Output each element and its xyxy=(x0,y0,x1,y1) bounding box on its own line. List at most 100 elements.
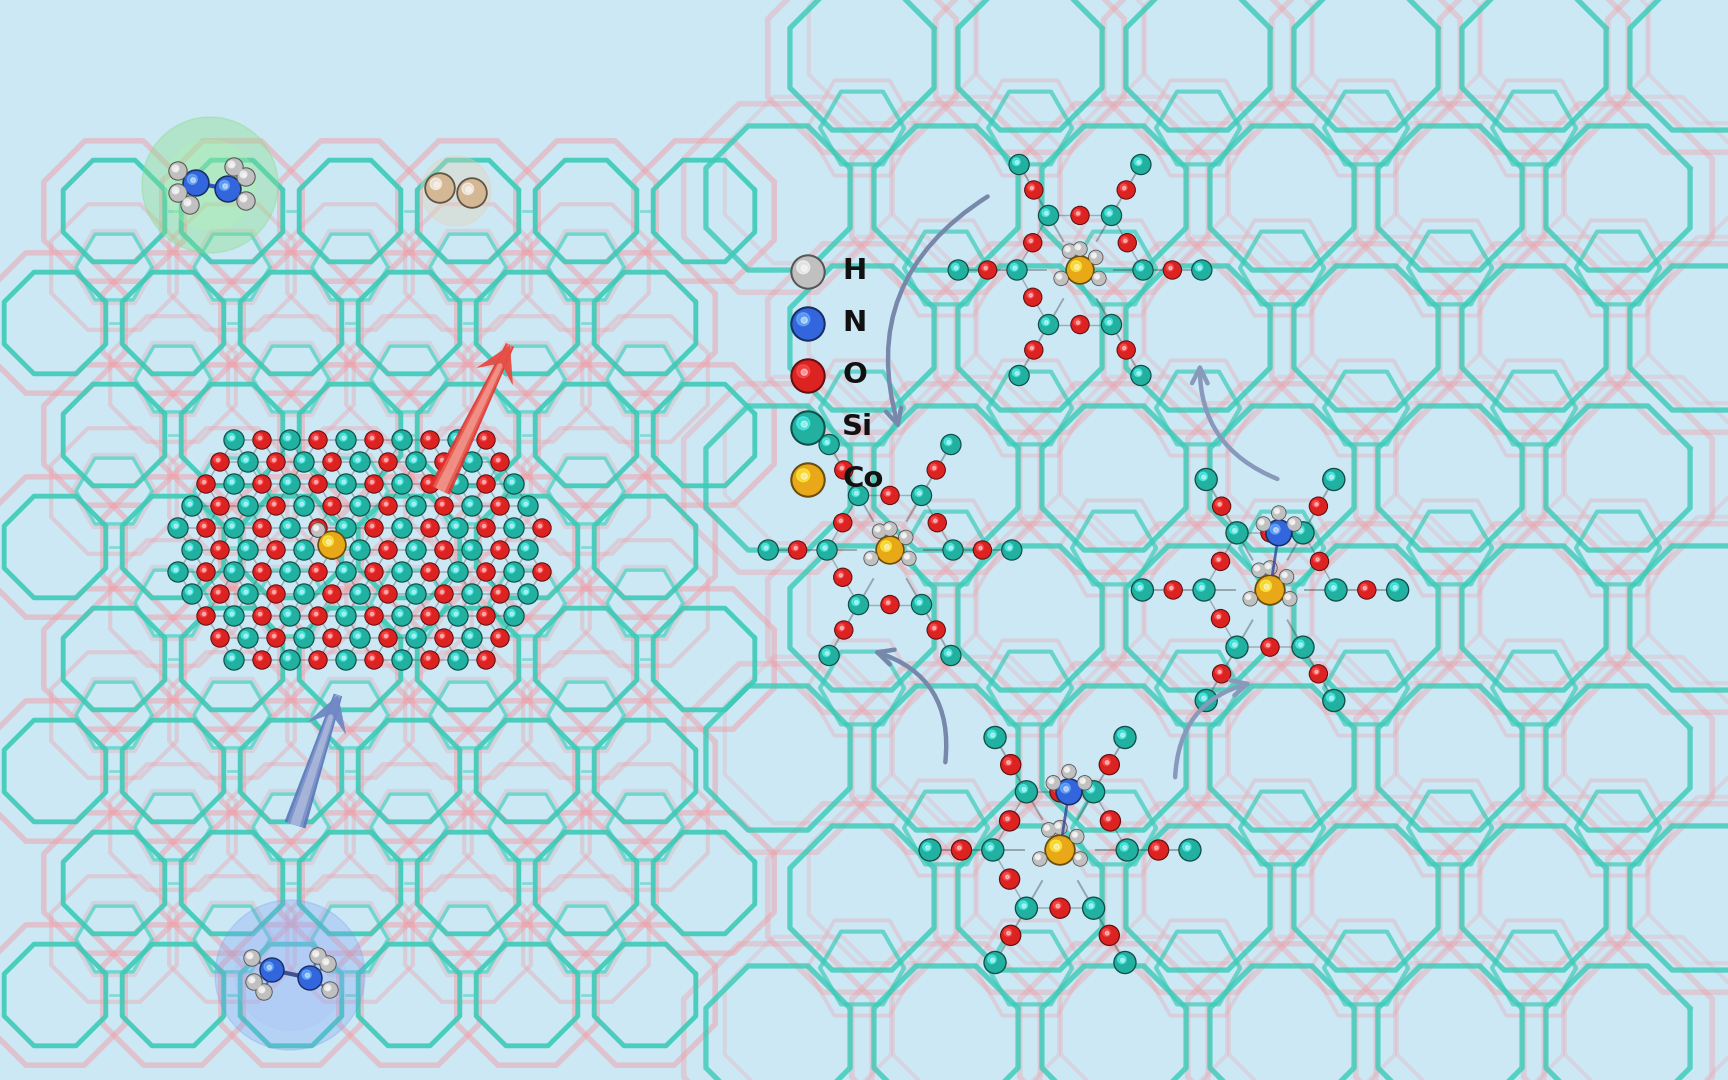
Circle shape xyxy=(439,588,444,595)
Circle shape xyxy=(297,543,306,551)
Circle shape xyxy=(1094,273,1099,279)
Circle shape xyxy=(952,264,959,271)
Circle shape xyxy=(216,591,219,594)
Circle shape xyxy=(1199,472,1208,481)
Circle shape xyxy=(408,454,425,471)
Circle shape xyxy=(1013,369,1020,377)
Circle shape xyxy=(327,539,332,544)
Circle shape xyxy=(1287,596,1289,598)
Circle shape xyxy=(448,430,468,450)
Polygon shape xyxy=(308,696,346,734)
Circle shape xyxy=(422,651,439,669)
Circle shape xyxy=(1168,267,1172,270)
Circle shape xyxy=(1002,756,1020,773)
Circle shape xyxy=(427,568,430,571)
Circle shape xyxy=(1149,841,1168,859)
Circle shape xyxy=(244,502,247,505)
Circle shape xyxy=(975,542,990,558)
Circle shape xyxy=(1201,697,1206,700)
Circle shape xyxy=(173,165,180,172)
Circle shape xyxy=(1258,517,1270,530)
Circle shape xyxy=(1040,315,1058,334)
Circle shape xyxy=(463,497,480,515)
Circle shape xyxy=(1253,564,1265,577)
Circle shape xyxy=(309,651,327,669)
Circle shape xyxy=(366,564,382,580)
Circle shape xyxy=(394,651,411,669)
Circle shape xyxy=(1011,264,1018,271)
Circle shape xyxy=(406,453,427,472)
Circle shape xyxy=(1198,266,1201,270)
Circle shape xyxy=(351,497,368,515)
Circle shape xyxy=(1007,546,1011,550)
Circle shape xyxy=(823,437,829,446)
Circle shape xyxy=(259,958,283,982)
Circle shape xyxy=(301,634,304,637)
Circle shape xyxy=(197,607,214,625)
Circle shape xyxy=(1267,565,1270,568)
Circle shape xyxy=(1090,252,1102,264)
Circle shape xyxy=(423,478,430,485)
Circle shape xyxy=(370,568,373,571)
Circle shape xyxy=(368,566,375,572)
Circle shape xyxy=(518,585,537,603)
Circle shape xyxy=(494,632,501,639)
Circle shape xyxy=(268,454,283,470)
Circle shape xyxy=(280,474,301,494)
Circle shape xyxy=(952,840,971,860)
Circle shape xyxy=(942,435,959,454)
Circle shape xyxy=(1120,184,1127,191)
Circle shape xyxy=(1121,237,1128,244)
Circle shape xyxy=(230,568,233,571)
Circle shape xyxy=(518,584,537,604)
Circle shape xyxy=(1267,519,1293,545)
Circle shape xyxy=(237,192,256,210)
Circle shape xyxy=(1123,187,1127,190)
Circle shape xyxy=(1045,827,1049,829)
Circle shape xyxy=(410,456,416,463)
Circle shape xyxy=(876,536,904,564)
Circle shape xyxy=(225,475,244,492)
Circle shape xyxy=(244,590,247,594)
Circle shape xyxy=(855,491,859,495)
Circle shape xyxy=(448,518,468,538)
Circle shape xyxy=(410,588,416,595)
Circle shape xyxy=(216,634,219,637)
Circle shape xyxy=(505,606,524,626)
Circle shape xyxy=(295,630,313,647)
Circle shape xyxy=(881,596,899,612)
Circle shape xyxy=(422,432,437,448)
Circle shape xyxy=(314,953,318,956)
Circle shape xyxy=(1120,958,1125,962)
Circle shape xyxy=(1075,319,1082,325)
Circle shape xyxy=(881,595,899,613)
Circle shape xyxy=(482,525,486,528)
Circle shape xyxy=(280,430,301,450)
Circle shape xyxy=(252,651,271,669)
Circle shape xyxy=(477,607,494,625)
Circle shape xyxy=(173,187,180,194)
Circle shape xyxy=(1165,262,1180,278)
Circle shape xyxy=(1035,854,1040,860)
Circle shape xyxy=(1011,156,1028,173)
Circle shape xyxy=(214,456,221,463)
Circle shape xyxy=(327,987,330,989)
Circle shape xyxy=(309,432,327,448)
Circle shape xyxy=(1154,846,1158,850)
Circle shape xyxy=(451,609,460,617)
Circle shape xyxy=(1071,832,1078,837)
Circle shape xyxy=(1102,206,1120,225)
Circle shape xyxy=(435,541,453,559)
Circle shape xyxy=(328,546,332,550)
Circle shape xyxy=(463,454,480,471)
Circle shape xyxy=(949,261,968,279)
Circle shape xyxy=(1044,212,1049,215)
Circle shape xyxy=(169,185,187,201)
Circle shape xyxy=(434,183,439,188)
Circle shape xyxy=(1118,183,1134,198)
Circle shape xyxy=(396,433,403,441)
Circle shape xyxy=(181,197,199,213)
Circle shape xyxy=(451,477,460,485)
Circle shape xyxy=(1211,609,1230,627)
Circle shape xyxy=(1007,261,1026,279)
